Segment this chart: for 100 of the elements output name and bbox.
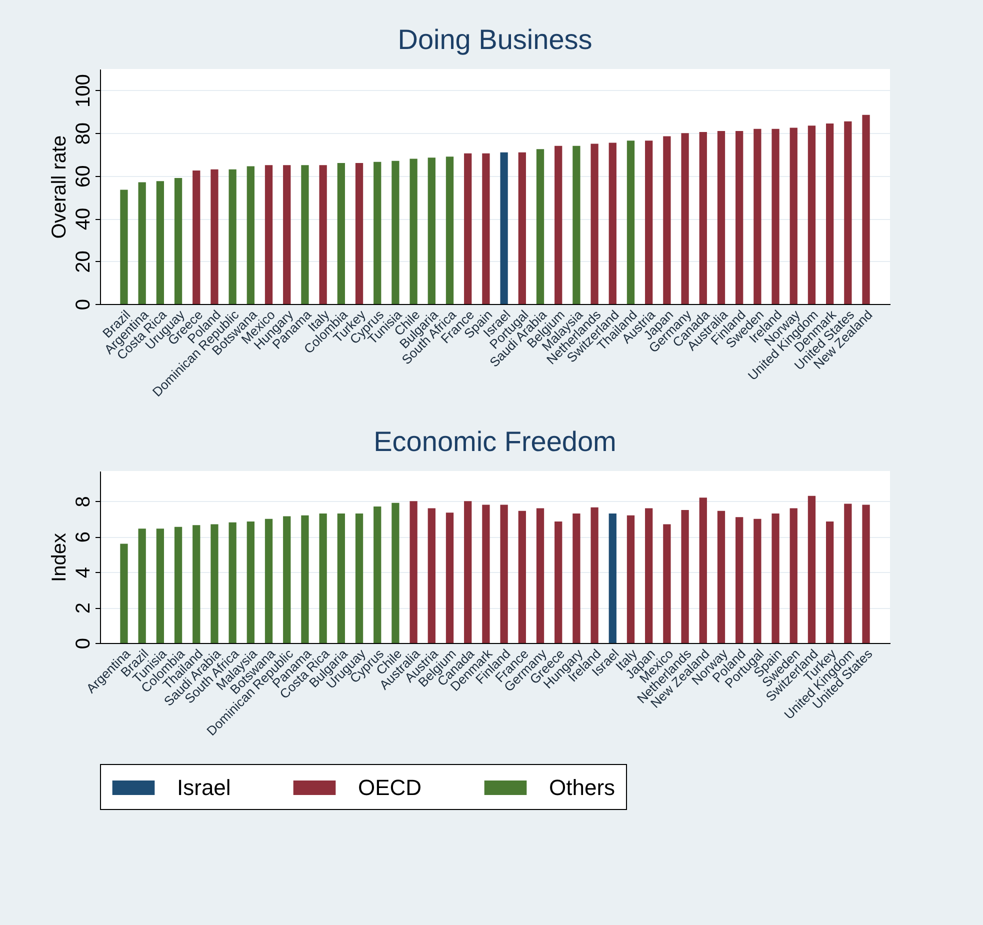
bar: [355, 163, 364, 304]
bar: [246, 522, 254, 643]
y-tick-label: 2: [72, 602, 94, 614]
bar: [192, 525, 200, 643]
bar: [663, 524, 671, 643]
bar: [754, 128, 762, 304]
y-axis-title: Overall rate: [48, 135, 70, 239]
bar: [319, 514, 327, 643]
y-tick-label: 0: [72, 638, 94, 650]
bar: [699, 132, 707, 304]
bar: [844, 504, 852, 643]
bar: [663, 136, 671, 304]
bar: [120, 190, 128, 304]
y-tick-label: 6: [72, 532, 94, 543]
bar: [210, 169, 218, 304]
bar: [228, 522, 236, 643]
bar: [736, 130, 744, 304]
bar: [518, 152, 526, 304]
y-tick-label: 40: [72, 208, 94, 230]
bar: [754, 518, 762, 643]
y-axis-title: Index: [48, 533, 70, 582]
bar: [554, 522, 562, 643]
bar: [482, 153, 490, 304]
y-tick-label: 60: [72, 165, 94, 188]
bar: [283, 165, 291, 304]
bar: [392, 160, 400, 304]
bar: [572, 514, 580, 643]
bar: [790, 508, 798, 643]
bar: [228, 169, 236, 304]
legend-label: Others: [549, 774, 616, 800]
bar: [120, 544, 128, 643]
bar: [736, 517, 744, 643]
bar: [428, 158, 436, 304]
bar: [862, 114, 870, 304]
bar: [156, 528, 164, 643]
bar: [518, 510, 526, 643]
bar: [699, 498, 707, 643]
chart-title: Economic Freedom: [374, 426, 616, 457]
bar: [319, 165, 327, 304]
bar: [590, 144, 598, 304]
bar: [645, 508, 653, 643]
bar: [482, 504, 490, 643]
bar: [862, 504, 870, 643]
bar: [608, 142, 616, 304]
bar: [410, 501, 418, 643]
bar: [536, 149, 544, 304]
bar: [374, 162, 382, 304]
bar: [808, 126, 816, 304]
bar: [138, 528, 146, 643]
bar: [500, 152, 508, 304]
bar: [717, 510, 726, 643]
bar: [645, 140, 653, 304]
bar: [156, 181, 164, 304]
bar: [681, 510, 689, 643]
bar: [174, 178, 182, 304]
bar: [283, 516, 291, 643]
y-tick-label: 100: [72, 74, 94, 108]
bar: [590, 507, 598, 643]
bar: [410, 158, 418, 304]
bar: [446, 512, 454, 643]
bar: [608, 514, 616, 643]
bar: [392, 502, 400, 643]
bar: [626, 515, 635, 643]
bar: [536, 508, 544, 643]
bar: [446, 156, 454, 304]
bar: [772, 128, 780, 304]
bar: [210, 524, 218, 643]
bar: [826, 123, 834, 304]
bar: [626, 140, 635, 304]
bar: [681, 133, 689, 304]
bar: [844, 121, 852, 304]
bar: [264, 518, 273, 643]
bar: [790, 128, 798, 304]
bar: [464, 153, 472, 304]
bar: [826, 522, 834, 643]
y-tick-label: 4: [72, 567, 94, 578]
y-tick-label: 0: [72, 298, 94, 310]
bar: [301, 515, 309, 643]
bar: [174, 526, 182, 643]
bar: [554, 146, 562, 304]
bar: [717, 130, 726, 304]
legend-label: OECD: [358, 774, 422, 800]
bar: [572, 146, 580, 304]
y-tick-label: 20: [72, 250, 94, 273]
y-tick-label: 80: [72, 122, 94, 145]
bar: [138, 182, 146, 304]
bar: [337, 163, 345, 304]
bar: [246, 166, 254, 304]
bar: [464, 501, 472, 643]
bar: [428, 508, 436, 643]
bar: [337, 514, 345, 643]
bar: [808, 496, 816, 643]
y-tick-label: 8: [72, 496, 94, 508]
bar: [374, 506, 382, 643]
bar: [355, 514, 364, 643]
bar: [301, 165, 309, 304]
chart-title: Doing Business: [398, 24, 592, 55]
bar: [192, 170, 200, 304]
bar: [500, 504, 508, 643]
bar: [772, 514, 780, 643]
